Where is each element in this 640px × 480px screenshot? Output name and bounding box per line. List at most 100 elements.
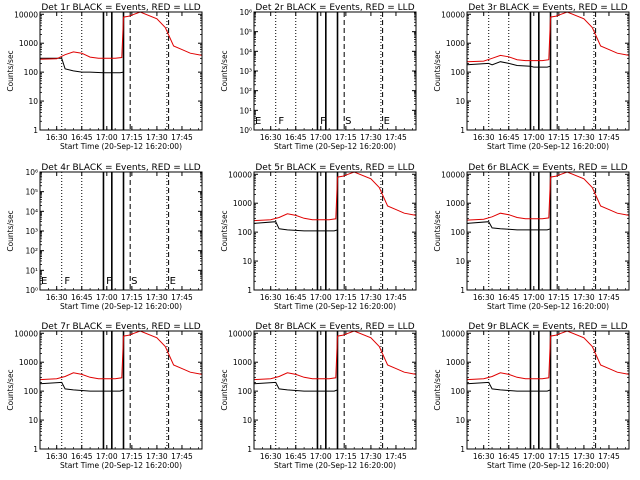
y-tick-label: 1000 (19, 358, 38, 367)
y-axis-label: Counts/sec (220, 369, 229, 410)
x-tick-label: 17:30 (360, 293, 382, 302)
plot-frame (466, 11, 630, 131)
y-axis-label: Counts/sec (220, 210, 229, 251)
plot-frame (466, 171, 630, 291)
x-tick-label: 17:30 (146, 452, 168, 461)
y-axis-label: Counts/sec (433, 210, 442, 251)
y-axis-label: Counts/sec (433, 369, 442, 410)
x-tick-label: 17:30 (146, 293, 168, 302)
flag-letter: S (131, 276, 137, 287)
flag-letter: F (64, 276, 70, 287)
panel-title: Det 7r BLACK = Events, RED = LLD (41, 322, 200, 332)
events-series-line (466, 221, 551, 231)
panel-2: Det 2r BLACK = Events, RED = LLD 10⁰ 10¹ 10… (220, 3, 417, 151)
plot-frame (39, 330, 203, 450)
y-tick-label: 10000 (441, 170, 465, 179)
x-tick-label: 17:30 (573, 293, 595, 302)
x-tick-label: 16:45 (498, 133, 520, 142)
y-tick-label: 1 (33, 126, 38, 135)
panel-title: Det 2r BLACK = Events, RED = LLD (255, 3, 414, 13)
x-tick-label: 16:45 (71, 452, 93, 461)
panel-title: Det 8r BLACK = Events, RED = LLD (255, 322, 414, 332)
x-tick-label: 17:00 (96, 293, 118, 302)
x-tick-label: 16:30 (46, 293, 68, 302)
y-tick-label: 10¹ (239, 106, 252, 115)
y-tick-label: 10⁰ (239, 126, 252, 135)
x-tick-label: 17:45 (385, 133, 407, 142)
x-tick-label: 17:00 (523, 133, 545, 142)
plot-frame (466, 330, 630, 450)
x-tick-label: 17:00 (523, 452, 545, 461)
x-tick-label: 17:15 (121, 133, 143, 142)
panel-5: Det 5r BLACK = Events, RED = LLD 1 10 100 10… (220, 163, 417, 311)
x-tick-label: 17:45 (171, 452, 193, 461)
lld-series-line (466, 11, 630, 63)
x-tick-label: 17:45 (385, 452, 407, 461)
y-tick-label: 10⁵ (239, 28, 252, 37)
x-tick-label: 17:15 (335, 293, 357, 302)
flag-letter: S (345, 116, 351, 127)
x-axis-label: Start Time (20-Sep-12 16:20:00) (487, 302, 609, 311)
plot-frame (253, 11, 417, 131)
lld-series-line (39, 330, 203, 381)
y-axis-label: Counts/sec (6, 369, 15, 410)
plot-frame (39, 171, 203, 291)
events-series-line (253, 221, 338, 232)
y-tick-label: 1 (460, 126, 465, 135)
x-tick-label: 16:45 (285, 133, 307, 142)
events-series-line (39, 381, 124, 392)
x-tick-label: 17:30 (360, 452, 382, 461)
x-axis-label: Start Time (20-Sep-12 16:20:00) (487, 142, 609, 151)
x-tick-label: 17:00 (310, 133, 332, 142)
events-series-line (40, 57, 124, 74)
x-tick-label: 16:30 (473, 293, 495, 302)
flag-letter: E (255, 116, 261, 127)
plot-frame (39, 11, 203, 131)
y-tick-label: 10 (455, 257, 465, 266)
y-tick-label: 1000 (233, 199, 252, 208)
y-tick-label: 10¹ (25, 266, 38, 275)
panel-8: Det 8r BLACK = Events, RED = LLD 1 10 100 10… (220, 322, 417, 470)
y-tick-label: 1 (247, 445, 252, 454)
y-tick-label: 1000 (446, 39, 465, 48)
panel-title: Det 6r BLACK = Events, RED = LLD (468, 163, 627, 173)
x-tick-label: 16:30 (260, 133, 282, 142)
x-tick-label: 16:30 (46, 452, 68, 461)
x-tick-label: 16:30 (260, 293, 282, 302)
x-tick-label: 16:45 (71, 293, 93, 302)
x-tick-label: 16:45 (498, 452, 520, 461)
y-axis-label: Counts/sec (6, 50, 15, 91)
lld-series-line (466, 171, 630, 221)
x-axis-label: Start Time (20-Sep-12 16:20:00) (60, 302, 182, 311)
y-tick-label: 10 (28, 416, 38, 425)
y-tick-label: 10⁰ (25, 286, 38, 295)
x-tick-label: 16:30 (260, 452, 282, 461)
panel-1: Det 1r BLACK = Events, RED = LLD 1 10 100 10… (6, 3, 203, 151)
y-tick-label: 10⁶ (25, 168, 38, 177)
y-tick-label: 10 (455, 97, 465, 106)
y-tick-label: 10² (239, 87, 252, 96)
y-tick-label: 10⁴ (25, 207, 38, 216)
x-tick-label: 17:00 (310, 293, 332, 302)
y-tick-label: 10⁶ (239, 8, 252, 17)
x-tick-label: 16:45 (498, 293, 520, 302)
x-axis-label: Start Time (20-Sep-12 16:20:00) (60, 142, 182, 151)
flag-letter: F (106, 276, 112, 287)
y-tick-label: 100 (238, 228, 253, 237)
panel-title: Det 9r BLACK = Events, RED = LLD (468, 322, 627, 332)
flag-letter: E (170, 276, 176, 287)
x-axis-label: Start Time (20-Sep-12 16:20:00) (487, 461, 609, 470)
x-tick-label: 16:45 (71, 133, 93, 142)
x-tick-label: 16:30 (473, 452, 495, 461)
y-axis-label: Counts/sec (220, 50, 229, 91)
panel-title: Det 1r BLACK = Events, RED = LLD (41, 3, 200, 13)
flag-letter: F (320, 116, 326, 127)
flag-letter: E (41, 276, 47, 287)
events-series-line (253, 381, 338, 392)
y-tick-label: 1 (460, 286, 465, 295)
y-tick-label: 10³ (239, 67, 252, 76)
y-axis-label: Counts/sec (6, 210, 15, 251)
x-tick-label: 17:30 (573, 133, 595, 142)
y-tick-label: 100 (451, 387, 466, 396)
x-tick-label: 17:15 (121, 452, 143, 461)
